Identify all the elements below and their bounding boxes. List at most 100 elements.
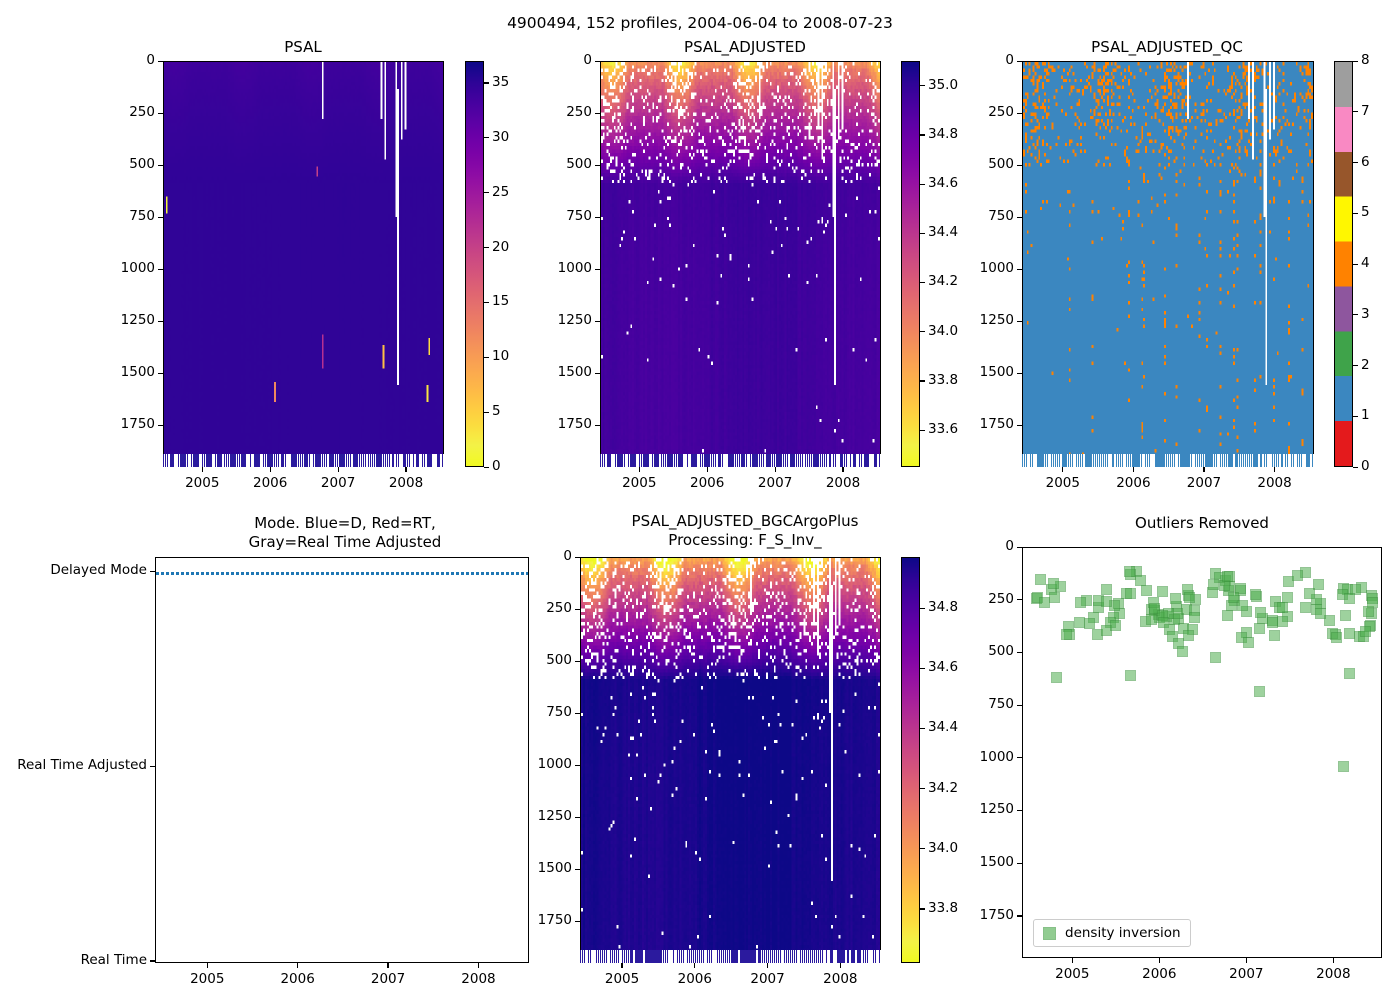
profile-tick xyxy=(611,950,613,963)
profile-tick xyxy=(1300,454,1302,467)
profile-tick xyxy=(1202,454,1204,467)
colorbar-ticklabel: 0 xyxy=(1361,458,1370,474)
colorbar-ticklabel: 34.4 xyxy=(928,719,959,736)
profile-tick xyxy=(760,950,762,963)
outlier-point xyxy=(1101,584,1113,596)
profile-tick xyxy=(776,950,778,963)
y-ticklabel: 250 xyxy=(988,104,1014,121)
profile-tick xyxy=(1287,454,1289,467)
profile-tick xyxy=(705,454,707,467)
profile-tick xyxy=(609,950,611,963)
profile-tick xyxy=(795,950,798,963)
y-ticklabel: 1750 xyxy=(979,906,1014,923)
profile-tick xyxy=(779,454,781,467)
profile-tick xyxy=(268,454,270,467)
profile-tick xyxy=(624,454,626,467)
outlier-point xyxy=(1135,575,1146,587)
profile-tick xyxy=(795,454,798,467)
x-tickmark xyxy=(774,467,776,472)
y-ticklabel: Delayed Mode xyxy=(50,562,147,578)
profile-tick xyxy=(1156,454,1158,467)
profile-tick xyxy=(423,454,425,467)
profile-tick xyxy=(651,454,654,467)
x-ticklabel: 2006 xyxy=(677,971,712,987)
profile-tick xyxy=(860,454,862,467)
profile-tick xyxy=(277,454,279,467)
outlier-point xyxy=(1243,637,1254,649)
profile-tick xyxy=(799,454,801,467)
profile-tick xyxy=(1043,454,1045,467)
colorbar-tickmark xyxy=(920,281,925,284)
axes-psal-adjusted-bgcargoplus[interactable] xyxy=(580,557,881,963)
profile-tick xyxy=(762,950,764,963)
y-tickmark xyxy=(595,164,600,166)
y-tickmark xyxy=(575,764,580,766)
y-tickmark xyxy=(1017,216,1022,218)
outlier-point xyxy=(1366,596,1378,608)
profile-tick xyxy=(831,950,833,963)
profile-tick xyxy=(216,454,218,467)
x-ticklabel: 2007 xyxy=(370,971,406,987)
profile-tick xyxy=(412,454,414,467)
profile-tick xyxy=(812,454,814,467)
x-ticklabel: 2006 xyxy=(1142,966,1177,982)
axes-mode[interactable] xyxy=(155,557,529,963)
axes-psal[interactable] xyxy=(163,61,444,467)
legend-outliers[interactable]: density inversion xyxy=(1033,919,1191,947)
profile-tick xyxy=(235,454,237,467)
profile-tick xyxy=(866,454,868,467)
profile-tick xyxy=(770,454,772,467)
profile-tick xyxy=(1185,454,1187,467)
profile-tick xyxy=(285,454,287,467)
profile-tick xyxy=(847,950,849,963)
profile-tick xyxy=(1050,454,1053,467)
colorbar-tickmark xyxy=(920,607,925,609)
colorbar-tickmark xyxy=(920,232,925,234)
profile-tick xyxy=(749,454,752,467)
y-ticklabel: 0 xyxy=(146,52,155,68)
profile-tick xyxy=(722,454,724,467)
profile-tick xyxy=(825,950,827,963)
y-tickmark xyxy=(1017,862,1022,864)
profile-tick xyxy=(1177,454,1179,467)
profile-tick xyxy=(775,454,777,467)
outlier-point xyxy=(1344,627,1356,639)
outlier-point xyxy=(1208,579,1220,591)
outlier-point xyxy=(1323,615,1335,627)
profile-tick xyxy=(1137,454,1139,467)
profile-tick xyxy=(358,454,361,467)
axes-psal-adjusted[interactable] xyxy=(600,61,881,467)
profile-tick xyxy=(675,454,678,467)
axes-outliers-removed[interactable]: density inversion xyxy=(1022,547,1382,958)
panel-title-psal: PSAL xyxy=(284,38,322,56)
profile-tick xyxy=(875,454,877,467)
profile-tick xyxy=(1241,454,1243,467)
outlier-point xyxy=(1277,602,1288,614)
y-ticklabel: 500 xyxy=(546,652,572,669)
outlier-point xyxy=(1048,591,1060,603)
profile-tick xyxy=(418,454,420,467)
profile-tick xyxy=(692,950,695,963)
profile-tick xyxy=(357,454,359,467)
y-ticklabel: 1000 xyxy=(537,756,572,773)
colorbar-psal xyxy=(465,61,484,467)
colorbar-tickmark xyxy=(484,411,489,413)
profile-tick xyxy=(321,454,324,467)
profile-tick xyxy=(1070,454,1072,467)
profile-tick xyxy=(879,950,881,963)
profile-tick xyxy=(429,454,431,467)
colorbar-tickmark xyxy=(1353,111,1358,113)
outlier-point xyxy=(1331,631,1343,643)
profile-tick xyxy=(290,454,292,467)
profile-tick xyxy=(1200,454,1202,467)
y-tickmark xyxy=(1017,651,1022,654)
axes-psal-adjusted-qc[interactable] xyxy=(1022,61,1314,467)
y-tickmark xyxy=(158,112,163,114)
profile-tick xyxy=(1189,454,1191,467)
profile-tick xyxy=(1187,454,1189,467)
panel-title-bgc-line2: Processing: F_S_Inv_ xyxy=(668,531,822,549)
profile-tick xyxy=(679,454,681,467)
profile-tick xyxy=(700,950,703,963)
colorbar-tickmark xyxy=(920,727,925,730)
profile-tick xyxy=(701,454,703,467)
